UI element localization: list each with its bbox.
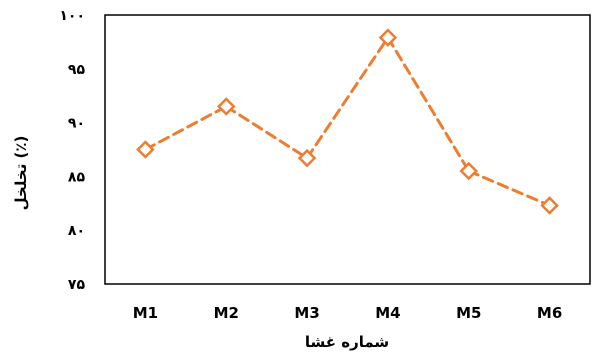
y-tick-label: ۱۰۰ [59, 8, 85, 24]
y-axis-tick-labels: ۷۵ ۸۰ ۸۵ ۹۰ ۹۵ ۱۰۰ [59, 8, 85, 293]
data-point-marker-m2 [216, 97, 236, 116]
series-line-segment [305, 36, 390, 160]
x-tick-label: M1 [133, 304, 158, 322]
data-point-marker-m1 [136, 140, 155, 159]
y-axis-label: تخلخل (٪) [12, 136, 30, 211]
x-tick-label: M6 [537, 304, 562, 322]
series-markers [136, 28, 559, 215]
x-axis-tick-labels: M1 M2 M3 M4 M5 M6 [133, 304, 563, 322]
series-line-segment [224, 104, 309, 160]
y-tick-label: ۸۵ [68, 169, 86, 185]
x-tick-label: M5 [456, 304, 481, 322]
x-tick-label: M2 [214, 304, 239, 322]
series-line-segment [386, 36, 471, 173]
y-tick-label: ۹۰ [68, 116, 85, 132]
data-point-marker-m5 [459, 161, 479, 181]
x-axis-label: شماره غشا [305, 333, 389, 351]
data-point-marker-m6 [540, 196, 559, 215]
y-tick-label: ۸۰ [68, 223, 85, 239]
x-tick-label: M4 [375, 304, 400, 322]
y-tick-label: ۷۵ [68, 277, 86, 293]
plot-area-frame [104, 14, 591, 285]
series-line-segment [143, 104, 228, 151]
x-tick-label: M3 [294, 304, 319, 322]
series-line-segment [467, 169, 552, 207]
series-lines [143, 36, 552, 207]
y-tick-label: ۹۵ [68, 62, 86, 78]
data-point-marker-m3 [297, 148, 317, 168]
data-point-marker-m4 [378, 28, 398, 47]
